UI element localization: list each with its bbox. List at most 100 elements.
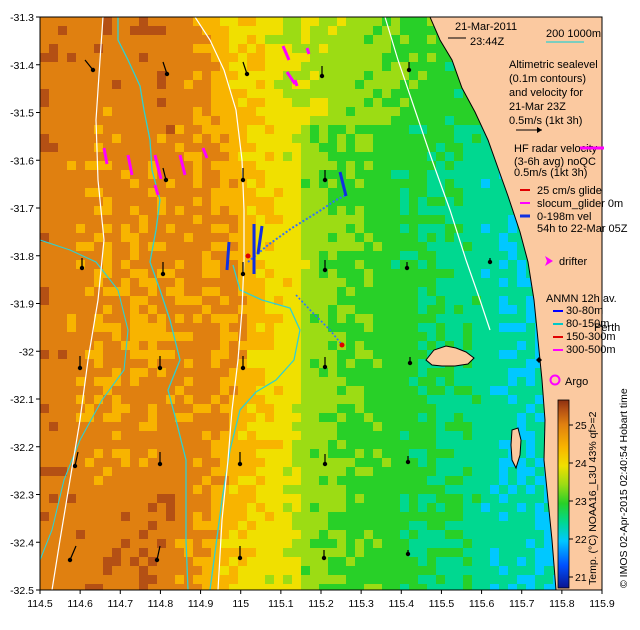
map-date: 21-Mar-2011: [455, 21, 517, 33]
altimetry-arrow-head: [406, 67, 412, 73]
anmn-legend: ANMN 12h av. 30-80m80-150m150-300m300-50…: [546, 293, 617, 356]
altimetry-arrow-head: [90, 67, 96, 73]
altimetry-arrow-head: [322, 364, 328, 370]
argo-label: Argo: [565, 376, 588, 388]
glider-track-south: [295, 294, 343, 346]
lon-tick-label: 115.8: [549, 598, 575, 610]
map-time: 23:44Z: [470, 36, 505, 48]
sealevel-contour-1: [51, 17, 105, 590]
hf-radar-legend: HF radar velocity (3-6h avg) noQC 0.5m/s…: [514, 143, 604, 179]
glider-legend-line-4: 54h to 22-Mar 05Z: [537, 223, 628, 235]
isobath-1000m: [209, 264, 301, 590]
lon-tick-label: 115.3: [348, 598, 374, 610]
lon-tick-label: 115: [232, 598, 249, 610]
longitude-axis: 114.5 114.6 114.7 114.8 114.9 115 115.1 115.2 11…: [27, 590, 615, 610]
lon-tick-label: 115.2: [308, 598, 334, 610]
glider-legend-line-1: 25 cm/s glide: [537, 185, 602, 197]
altimetry-arrow: [69, 545, 77, 561]
hf-radar-arrow: [293, 79, 299, 87]
lon-tick-label: 114.8: [148, 598, 174, 610]
altimetry-legend: Altimetric sealevel (0.1m contours) and …: [509, 59, 598, 133]
lat-tick-label: -31.6: [10, 155, 34, 167]
altimetry-legend-line-4: 21-Mar 23Z: [509, 101, 566, 113]
hf-radar-arrow: [305, 47, 311, 55]
altimetry-arrow-head: [240, 271, 246, 277]
credit-text: © IMOS 02-Apr-2015 02:40:54 Hobart time: [618, 388, 630, 588]
lon-tick-label: 115.5: [429, 598, 455, 610]
hf-radar-arrow: [126, 154, 134, 176]
glider-velocity-arrows: [225, 171, 348, 274]
altimetry-arrow-head: [407, 360, 413, 366]
altimetry-arrow-head: [67, 557, 73, 563]
altimetry-arrow-head: [157, 461, 163, 467]
altimetry-arrow-head: [164, 71, 170, 77]
altimetry-legend-arrowhead: [537, 127, 542, 133]
colorbar-tick-label: 23: [575, 496, 587, 508]
altimetry-arrow-head: [405, 459, 411, 465]
sealevel-contour-2: [194, 17, 245, 590]
altimetry-arrow-head: [405, 551, 411, 557]
altimetry-arrow: [74, 451, 79, 467]
hf-radar-arrow: [201, 147, 209, 159]
colorbar-tick-label: 24: [575, 458, 587, 470]
lon-tick-label: 115.1: [268, 598, 294, 610]
sealevel-contour-3: [384, 17, 491, 331]
altimetry-arrow-head: [240, 365, 246, 371]
altimetry-arrow-head: [321, 555, 327, 561]
lat-tick-label: -31.7: [10, 203, 34, 215]
lon-tick-label: 115.9: [589, 598, 615, 610]
lon-tick-label: 114.6: [67, 598, 93, 610]
altimetry-arrow-head: [77, 365, 83, 371]
lat-tick-label: -32: [19, 346, 34, 358]
latitude-axis: -31.3 -31.4 -31.5 -31.6 -31.7 -31.8 -31.9 -32 -3…: [10, 12, 40, 597]
colorbar-label: Temp. (°C) NOAA16_L3U 43% qf>=2: [587, 411, 599, 585]
glider-legend-line-3: 0-198m vel: [537, 211, 591, 223]
lat-tick-label: -31.4: [10, 60, 34, 72]
altimetry-arrow-head: [322, 267, 328, 273]
altimetry-arrow-head: [237, 555, 243, 561]
hf-radar-arrow: [285, 71, 297, 85]
anmn-legend-item: 30-80m: [566, 305, 603, 317]
lat-tick-label: -32.5: [10, 585, 34, 597]
colorbar: [557, 399, 570, 589]
lat-tick-label: -32.4: [10, 537, 34, 549]
altimetry-arrow-head: [404, 265, 410, 271]
lat-tick-label: -31.9: [10, 299, 34, 311]
glider-track: [247, 194, 347, 263]
altimetry-arrow-head: [79, 265, 85, 271]
altimetry-legend-line-1: Altimetric sealevel: [509, 59, 598, 71]
mooring-marker: [339, 342, 345, 348]
lon-tick-label: 114.7: [108, 598, 134, 610]
lon-tick-label: 115.7: [509, 598, 535, 610]
hf-radar-arrow: [281, 45, 291, 61]
lat-tick-label: -32.2: [10, 442, 34, 454]
hf-radar-arrow: [178, 154, 187, 176]
altimetry-arrow: [156, 545, 161, 561]
glider-marker: [245, 253, 251, 259]
altimetry-arrow-head: [322, 461, 328, 467]
hf-legend-line-3: 0.5m/s (1kt 3h): [514, 167, 587, 179]
colorbar-tick-label: 22: [575, 534, 587, 546]
scale-label: 200 1000m: [546, 28, 601, 40]
altimetry-arrow-head: [154, 557, 160, 563]
altimetry-arrow-head: [244, 71, 250, 77]
lat-tick-label: -31.5: [10, 108, 34, 120]
isobath-200m: [117, 17, 189, 590]
altimetry-arrows: [67, 59, 493, 563]
lon-tick-label: 114.9: [188, 598, 214, 610]
anmn-title: ANMN 12h av.: [546, 293, 617, 305]
altimetry-arrow-head: [322, 177, 328, 183]
anmn-legend-item: 80-150m: [566, 318, 609, 330]
drifter-legend-icon: [545, 256, 553, 266]
glider-velocity-arrow: [225, 241, 231, 271]
argo-legend-icon: [549, 374, 561, 386]
altimetry-arrow-head: [157, 365, 163, 371]
lat-tick-label: -32.1: [10, 394, 34, 406]
hf-legend-line-2: (3-6h avg) noQC: [514, 156, 596, 168]
altimetry-legend-line-3: and velocity for: [509, 87, 583, 99]
lon-tick-label: 115.6: [469, 598, 495, 610]
lon-tick-label: 114.5: [27, 598, 53, 610]
altimetry-legend-line-2: (0.1m contours): [509, 73, 586, 85]
altimetry-arrow-head: [319, 73, 325, 79]
